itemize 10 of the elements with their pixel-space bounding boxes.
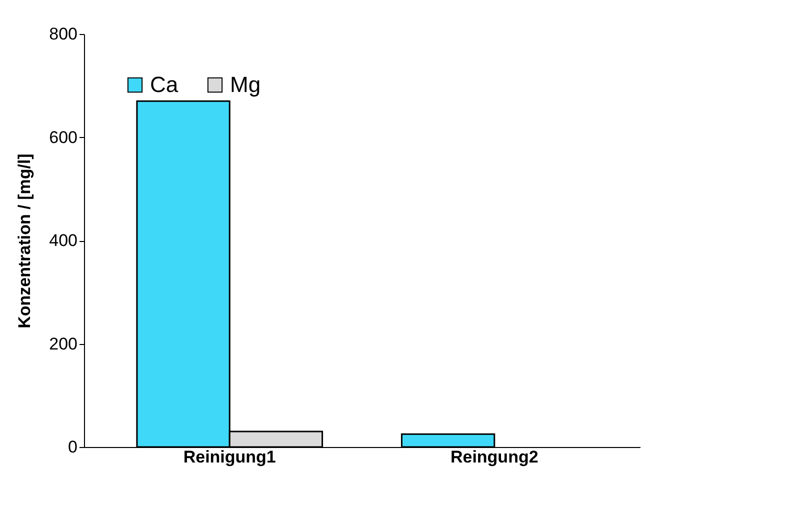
y-axis-title: Konzentration / [mg/l]	[15, 154, 34, 328]
y-tick-label: 0	[68, 438, 78, 456]
legend-label: Mg	[230, 72, 261, 97]
x-tick-label: Reingung2	[450, 448, 538, 466]
x-tick-label: Reinigung1	[183, 448, 276, 466]
y-tick-label: 200	[49, 334, 78, 354]
y-tick-label: 400	[49, 231, 78, 250]
legend-label: Ca	[150, 72, 179, 97]
y-tick-label: 800	[49, 24, 78, 44]
y-tick-label: 600	[49, 128, 78, 147]
